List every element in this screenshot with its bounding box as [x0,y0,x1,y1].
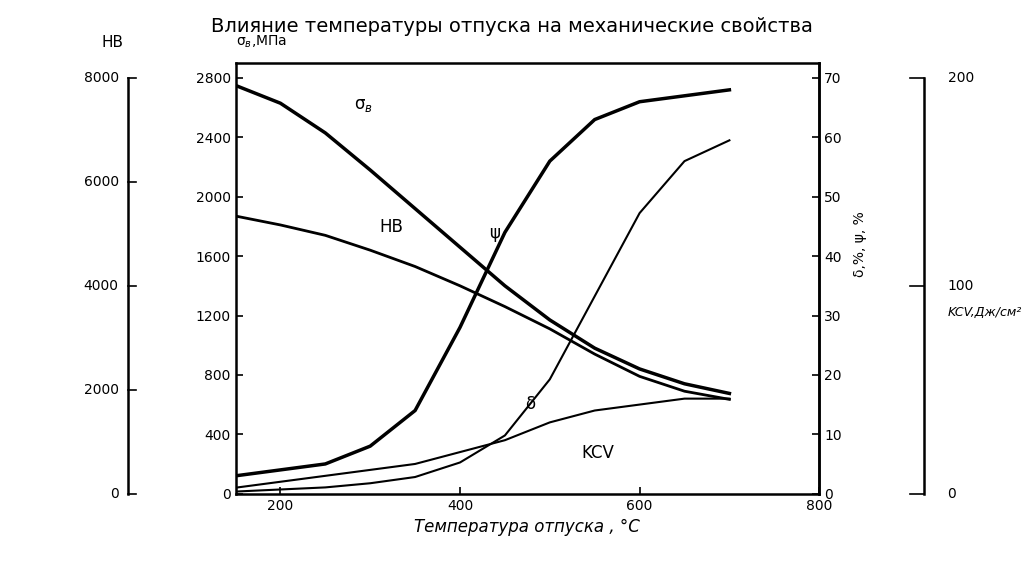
Text: 6000: 6000 [84,175,119,189]
Text: 4000: 4000 [84,279,119,293]
Text: 2000: 2000 [84,383,119,397]
Text: ψ: ψ [488,224,500,242]
Text: δ: δ [524,395,535,413]
Text: KCV,Дж/см²: KCV,Дж/см² [947,307,1022,319]
Text: 200: 200 [947,71,974,85]
Text: НВ: НВ [102,35,124,50]
Text: σ$_в$,МПа: σ$_в$,МПа [236,34,287,50]
X-axis label: Температура отпуска , °С: Температура отпуска , °С [415,518,640,536]
Text: KCV: KCV [582,444,614,462]
Text: 0: 0 [110,487,119,501]
Text: 0: 0 [947,487,956,501]
Text: δ,%, ψ, %: δ,%, ψ, % [853,211,867,277]
Text: 8000: 8000 [84,71,119,85]
Text: σ$_в$: σ$_в$ [354,96,373,114]
Text: 100: 100 [947,279,974,293]
Text: Влияние температуры отпуска на механические свойства: Влияние температуры отпуска на механичес… [211,17,813,36]
Text: НВ: НВ [379,218,403,236]
